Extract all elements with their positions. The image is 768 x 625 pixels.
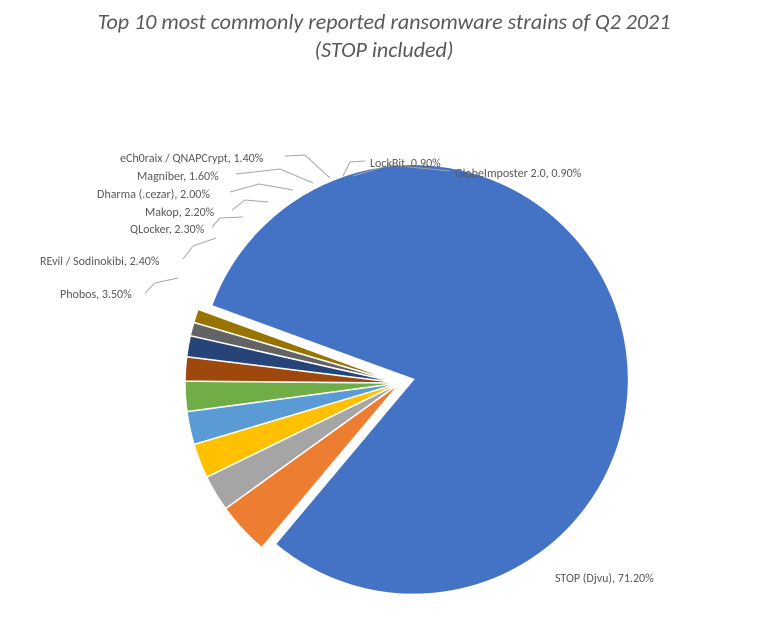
- slice-label: eCh0raix / QNAPCrypt, 1.40%: [120, 153, 263, 165]
- leader-line: [183, 238, 216, 259]
- pie-chart: STOP (Djvu), 71.20% Phobos, 3.50% REvil / …: [0, 63, 768, 623]
- title-line-2: (STOP included): [314, 36, 453, 63]
- leader-line: [232, 200, 268, 210]
- leader-line: [285, 155, 330, 178]
- slice-label: QLocker, 2.30%: [130, 224, 204, 236]
- slice-label: REvil / Sodinokibi, 2.40%: [40, 256, 159, 268]
- slice-label: Magniber, 1.60%: [137, 171, 219, 183]
- slice-label: Makop, 2.20%: [145, 207, 214, 219]
- slice-label: GlobeImposter 2.0, 0.90%: [455, 168, 581, 180]
- slice-label: Phobos, 3.50%: [60, 289, 132, 301]
- slice-label: Dharma (.cezar), 2.00%: [97, 189, 210, 201]
- slice-label: STOP (Djvu), 71.20%: [555, 573, 654, 585]
- leader-line: [236, 169, 313, 183]
- leader-line: [230, 184, 293, 192]
- pie-svg: [0, 63, 768, 623]
- leader-line: [145, 278, 178, 293]
- slice-label: LockBit, 0.90%: [370, 158, 441, 170]
- leader-line: [212, 217, 243, 227]
- chart-title: Top 10 most commonly reported ransomware…: [0, 0, 768, 63]
- title-line-1: Top 10 most commonly reported ransomware…: [98, 8, 671, 35]
